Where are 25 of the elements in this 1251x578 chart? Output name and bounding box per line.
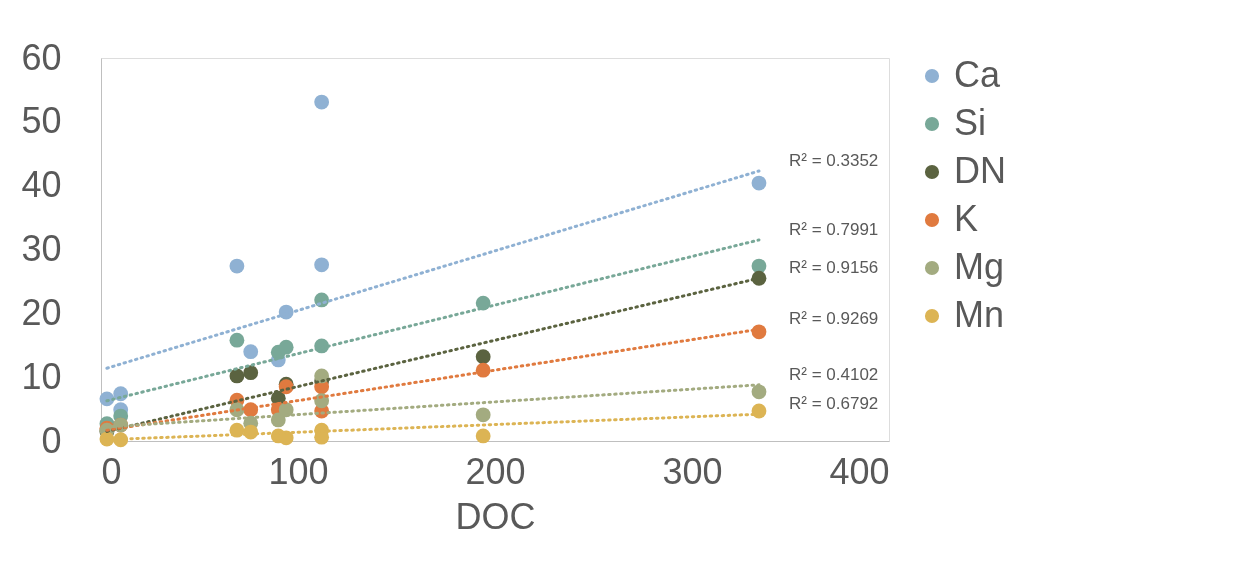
- x-tick-label: 100: [268, 450, 329, 492]
- x-tick-label: 300: [662, 450, 723, 492]
- x-tick-label: 200: [465, 450, 526, 492]
- x-axis-title: DOC: [455, 495, 536, 537]
- y-tick-label: 30: [21, 228, 62, 269]
- y-tick-label: 20: [21, 291, 62, 333]
- annotation: R² = 0.9156: [788, 258, 879, 278]
- annotation: R² = 0.7991: [788, 219, 879, 239]
- y-tick-label: 40: [21, 164, 62, 206]
- legend-label: Mn: [954, 294, 1005, 335]
- legend-label: K: [954, 198, 979, 239]
- annotation: R² = 0.3352: [788, 150, 879, 170]
- legend-label: Si: [954, 102, 987, 143]
- annotation: R² = 0.4102: [788, 364, 879, 384]
- annotation: R² = 0.9269: [788, 309, 879, 329]
- y-tick-label: 50: [21, 100, 62, 142]
- x-tick-label: 0: [101, 450, 122, 492]
- legend-label: Ca: [954, 54, 1001, 95]
- legend-label: Mg: [954, 246, 1005, 287]
- y-tick-label: 10: [21, 355, 62, 397]
- y-tick-label: 60: [21, 36, 62, 78]
- x-tick-label: 400: [829, 450, 890, 492]
- legend-label: DN: [954, 150, 1006, 191]
- annotation: R² = 0.6792: [788, 394, 879, 414]
- y-tick-label: 0: [41, 419, 62, 461]
